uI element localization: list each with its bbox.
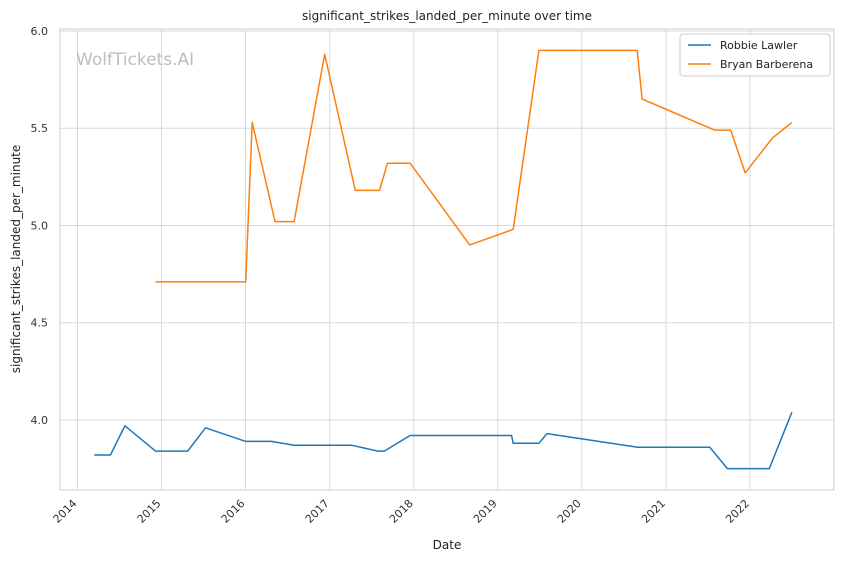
- x-tick-label: 2021: [639, 497, 668, 526]
- x-axis-label: Date: [433, 538, 462, 552]
- y-tick-label: 5.5: [31, 122, 49, 135]
- y-axis-ticks: 4.0 4.5 5.0 5.5 6.0: [31, 25, 49, 427]
- watermark: WolfTickets.AI: [76, 50, 194, 70]
- y-tick-label: 6.0: [31, 25, 49, 38]
- x-tick-label: 2018: [387, 497, 416, 526]
- chart-title: significant_strikes_landed_per_minute ov…: [302, 9, 592, 23]
- x-tick-label: 2022: [723, 497, 752, 526]
- plot-area: WolfTickets.AI: [59, 28, 835, 491]
- x-tick-label: 2019: [471, 497, 500, 526]
- y-tick-label: 5.0: [31, 219, 49, 232]
- series-line-robbie-lawler: [94, 411, 793, 470]
- y-tick-label: 4.0: [31, 414, 49, 427]
- plot-frame: [59, 28, 835, 491]
- legend: Robbie Lawler Bryan Barberena: [679, 33, 831, 77]
- legend-box: [679, 33, 831, 77]
- x-tick-label: 2016: [219, 497, 248, 526]
- legend-label-robbie-lawler: Robbie Lawler: [720, 39, 798, 52]
- x-tick-label: 2020: [555, 497, 584, 526]
- series-line-bryan-barberena: [155, 49, 793, 283]
- x-tick-label: 2014: [51, 497, 80, 526]
- x-axis-ticks: 2014 2015 2016 2017 2018 2019 2020 2021 2022: [51, 497, 752, 526]
- series-lines: [94, 49, 793, 470]
- legend-label-bryan-barberena: Bryan Barberena: [720, 58, 813, 71]
- y-tick-label: 4.5: [31, 317, 49, 330]
- x-tick-label: 2015: [135, 497, 164, 526]
- grid: [60, 29, 834, 490]
- y-axis-label: significant_strikes_landed_per_minute: [9, 145, 23, 374]
- x-tick-label: 2017: [303, 497, 332, 526]
